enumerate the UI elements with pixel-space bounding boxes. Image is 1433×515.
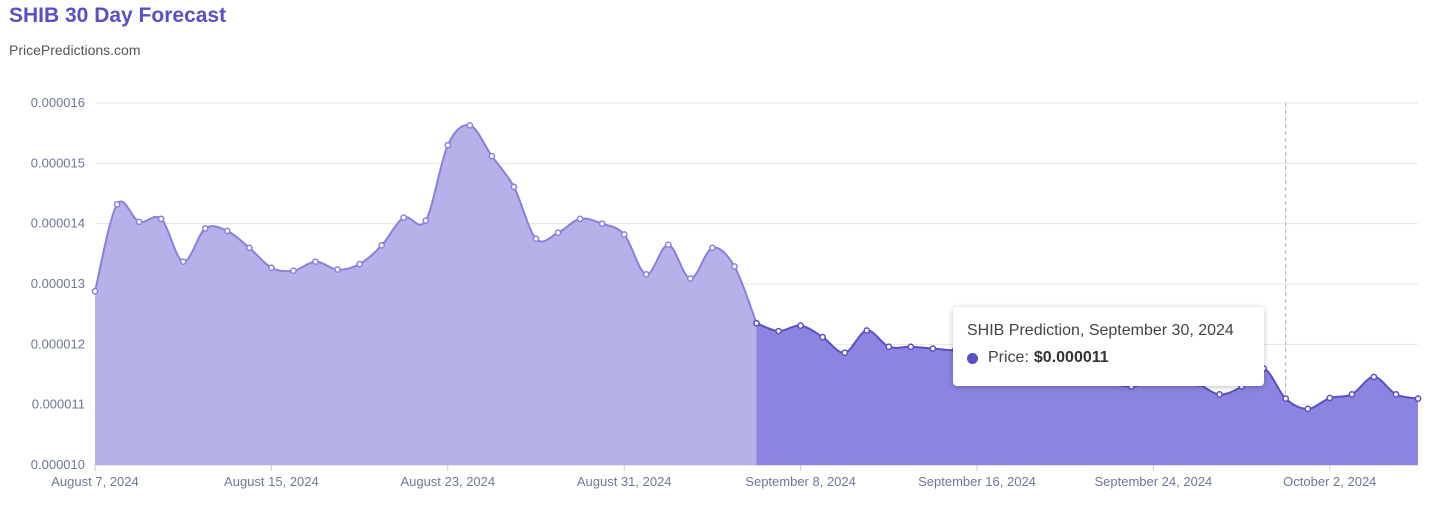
x-tick-label: August 7, 2024 — [51, 474, 138, 489]
historical-point — [400, 214, 408, 221]
forecast-point — [1282, 395, 1290, 402]
y-tick-label: 0.000015 — [31, 155, 85, 170]
tooltip-row: Price: $0.000011 — [967, 349, 1264, 367]
forecast-point — [1392, 391, 1400, 398]
forecast-area — [756, 323, 1418, 465]
tooltip-value: $0.000011 — [1033, 349, 1109, 366]
x-tick-label: August 31, 2024 — [577, 474, 672, 489]
historical-point — [576, 215, 584, 223]
forecast-point — [841, 349, 849, 357]
x-tick-label: September 8, 2024 — [745, 474, 856, 489]
historical-point — [201, 225, 209, 232]
historical-point — [488, 152, 496, 160]
historical-point — [444, 141, 452, 149]
forecast-point — [929, 345, 937, 352]
x-tick-label: October 2, 2024 — [1283, 474, 1376, 489]
forecast-point — [819, 333, 827, 341]
y-tick-label: 0.000011 — [32, 397, 85, 412]
historical-point — [91, 287, 99, 295]
chart-title: SHIB 30 Day Forecast — [9, 4, 227, 27]
tooltip-title: SHIB Prediction, September 30, 2024 — [967, 322, 1234, 339]
historical-point — [598, 220, 606, 228]
historical-point — [709, 244, 716, 252]
historical-point — [268, 264, 275, 272]
historical-point — [246, 244, 253, 252]
forecast-point — [797, 322, 804, 329]
axis-labels: 0.000010 0.000011 0.000012 0.000013 0.000014… — [31, 95, 1377, 489]
x-tick-label: August 15, 2024 — [224, 474, 319, 489]
historical-point — [422, 217, 430, 224]
forecast-point — [1414, 395, 1422, 402]
forecast-point — [1326, 394, 1334, 402]
x-tick-label: August 23, 2024 — [400, 474, 495, 489]
historical-point — [223, 227, 231, 235]
forecast-point — [775, 327, 782, 335]
historical-point — [731, 263, 738, 270]
historical-point — [620, 231, 628, 238]
historical-point — [312, 258, 319, 266]
forecast-point — [1370, 373, 1378, 381]
historical-point — [510, 183, 518, 191]
forecast-point — [863, 327, 871, 334]
x-tick-label: September 16, 2024 — [918, 474, 1036, 489]
historical-area — [95, 125, 757, 465]
forecast-point — [753, 319, 760, 327]
historical-point — [642, 270, 650, 278]
series-dot-icon — [967, 352, 978, 364]
y-tick-label: 0.000010 — [31, 457, 85, 472]
historical-point — [334, 266, 341, 273]
y-tick-label: 0.000013 — [31, 276, 85, 291]
historical-point — [664, 241, 672, 249]
historical-point — [113, 201, 121, 208]
forecast-point — [1348, 391, 1356, 398]
historical-point — [157, 215, 165, 223]
y-tick-label: 0.000016 — [31, 95, 85, 110]
chart-subtitle: PricePredictions.com — [9, 42, 141, 58]
historical-point — [554, 229, 562, 237]
historical-point — [356, 260, 363, 268]
historical-point — [532, 235, 540, 243]
tooltip: SHIB Prediction, September 30, 2024 Pric… — [953, 307, 1264, 386]
tooltip-label: Price: — [988, 349, 1029, 366]
forecast-point — [885, 343, 893, 351]
forecast-point — [907, 343, 915, 351]
area-layer — [94, 124, 1419, 465]
historical-point — [687, 275, 694, 282]
historical-point — [135, 218, 143, 226]
historical-point — [378, 242, 385, 249]
y-tick-label: 0.000012 — [31, 336, 85, 351]
historical-point — [179, 258, 187, 266]
historical-point — [290, 267, 297, 275]
y-tick-label: 0.000014 — [31, 216, 85, 231]
x-tick-label: September 24, 2024 — [1094, 474, 1212, 489]
forecast-point — [1216, 391, 1223, 398]
historical-point — [466, 121, 474, 129]
forecast-point — [1304, 405, 1312, 413]
